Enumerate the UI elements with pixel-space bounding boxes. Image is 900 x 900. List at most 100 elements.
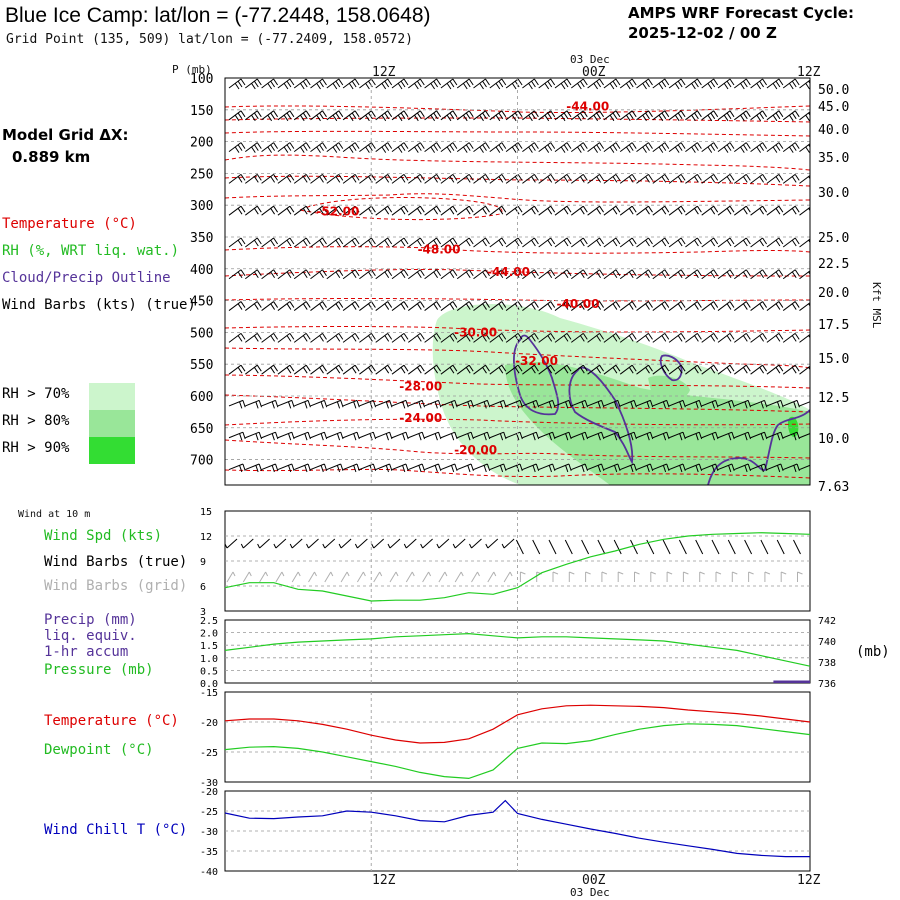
wind-barb — [261, 364, 279, 375]
wind-barb — [587, 399, 605, 409]
wind-barb — [261, 78, 279, 90]
wind-barb — [342, 463, 360, 473]
y-tick-label: -25 — [200, 748, 218, 759]
surface-barb-stroke — [469, 538, 482, 549]
legend-barbs-grid: Wind Barbs (grid) — [44, 578, 188, 594]
wind-barb-stroke — [293, 173, 311, 184]
surface-barb-stroke — [515, 539, 524, 555]
wind-barb — [750, 332, 768, 343]
wind-barb-stroke — [456, 332, 474, 343]
wind-barb-stroke — [538, 301, 556, 311]
wind-barb-stroke — [489, 110, 507, 122]
wind-barb — [407, 142, 425, 153]
wind-barb — [375, 463, 393, 473]
wind-barb — [619, 78, 637, 90]
wind-barb-stroke — [603, 142, 621, 153]
wind-barb-stroke — [603, 431, 621, 441]
wind-barb — [310, 205, 327, 216]
wind-barb — [261, 332, 279, 343]
surface-barb-true — [306, 538, 319, 549]
wind-barb — [538, 110, 556, 122]
wind-barb — [554, 431, 572, 441]
wind-barb-stroke — [489, 301, 507, 311]
wind-barb-stroke — [261, 301, 279, 311]
wind-barb — [587, 142, 605, 153]
wind-barb — [407, 78, 425, 90]
wind-barb-stroke — [359, 237, 376, 248]
wind-barb-stroke — [375, 399, 393, 409]
wind-barb — [473, 173, 490, 184]
wind-barb — [424, 364, 442, 375]
surface-barb-true — [387, 538, 401, 549]
y-tick-label: -20 — [200, 787, 218, 798]
surface-barb-true — [289, 538, 303, 549]
wind-barb — [766, 269, 784, 280]
wind-barb — [717, 237, 735, 248]
wind-barb — [554, 205, 572, 216]
surface-barb-true — [354, 538, 368, 549]
wind-barb — [799, 238, 810, 248]
wind-barb — [799, 206, 810, 216]
panel1-grid — [225, 77, 810, 485]
wind-barb — [342, 78, 360, 90]
wind-barb — [342, 205, 360, 216]
wind-barb — [782, 269, 800, 280]
wind-barb — [310, 431, 328, 441]
wind-barb — [619, 269, 637, 280]
surface-barb-stroke — [764, 571, 771, 582]
wind-barb — [782, 205, 800, 216]
wind-barb-stroke — [473, 431, 491, 441]
wind-barb — [408, 463, 426, 473]
surface-barb-true — [564, 539, 573, 555]
bottom-tick-12z-b: 12Z — [797, 873, 821, 888]
wind-barb — [766, 332, 784, 343]
wind-barb-stroke — [245, 301, 262, 311]
wind-barb — [326, 332, 344, 343]
wind-barb — [799, 399, 810, 409]
wind-barb — [326, 364, 344, 375]
wind-barb-stroke — [375, 142, 393, 153]
y-tick-label: 3 — [200, 607, 206, 618]
wind-barb-stroke — [342, 463, 360, 473]
wind-barb — [652, 237, 670, 248]
surface-barb-grid — [552, 571, 559, 582]
wind-barb-stroke — [636, 399, 654, 409]
wind-barb — [587, 205, 605, 216]
wind-barb-stroke — [310, 364, 327, 375]
wind-barb-stroke — [668, 463, 686, 473]
surface-barb-stroke — [306, 538, 319, 549]
wind-barb — [375, 301, 393, 311]
wind-barb-stroke — [326, 431, 344, 441]
wind-barb-stroke — [652, 142, 670, 153]
wind-barb — [733, 364, 751, 375]
wind-barb-stroke — [733, 364, 751, 375]
wind-barb — [261, 110, 279, 122]
wind-barb-stroke — [342, 173, 360, 184]
legend-wind: Wind Barbs (kts) (true) — [2, 297, 196, 313]
wind-barb — [570, 301, 588, 311]
wind-barb-stroke — [636, 110, 653, 122]
wind-barb — [505, 205, 523, 216]
wind-barb-stroke — [489, 78, 507, 90]
wind-barb — [359, 301, 376, 311]
wind-barb-stroke — [733, 237, 751, 248]
surface-barb-grid — [682, 571, 689, 582]
wind-barb-stroke — [554, 142, 572, 153]
wind-barb-stroke — [440, 301, 458, 311]
wind-barb — [783, 463, 800, 473]
wind-barb-stroke — [375, 463, 393, 473]
wind-barb — [261, 431, 279, 441]
wind-barb — [326, 142, 344, 153]
wind-barb — [766, 431, 784, 441]
wind-barb-stroke — [538, 110, 556, 122]
surface-barb-stroke — [308, 571, 317, 583]
wind-barb-stroke — [652, 205, 670, 216]
wind-barb — [228, 364, 246, 375]
wind-barb — [277, 78, 295, 90]
wind-barb — [733, 237, 751, 248]
wind-barb — [766, 463, 784, 473]
wind-barb — [277, 205, 295, 216]
wind-barb-stroke — [261, 269, 279, 280]
wind-barb-stroke — [342, 78, 360, 90]
wind-barb-stroke — [538, 332, 556, 343]
